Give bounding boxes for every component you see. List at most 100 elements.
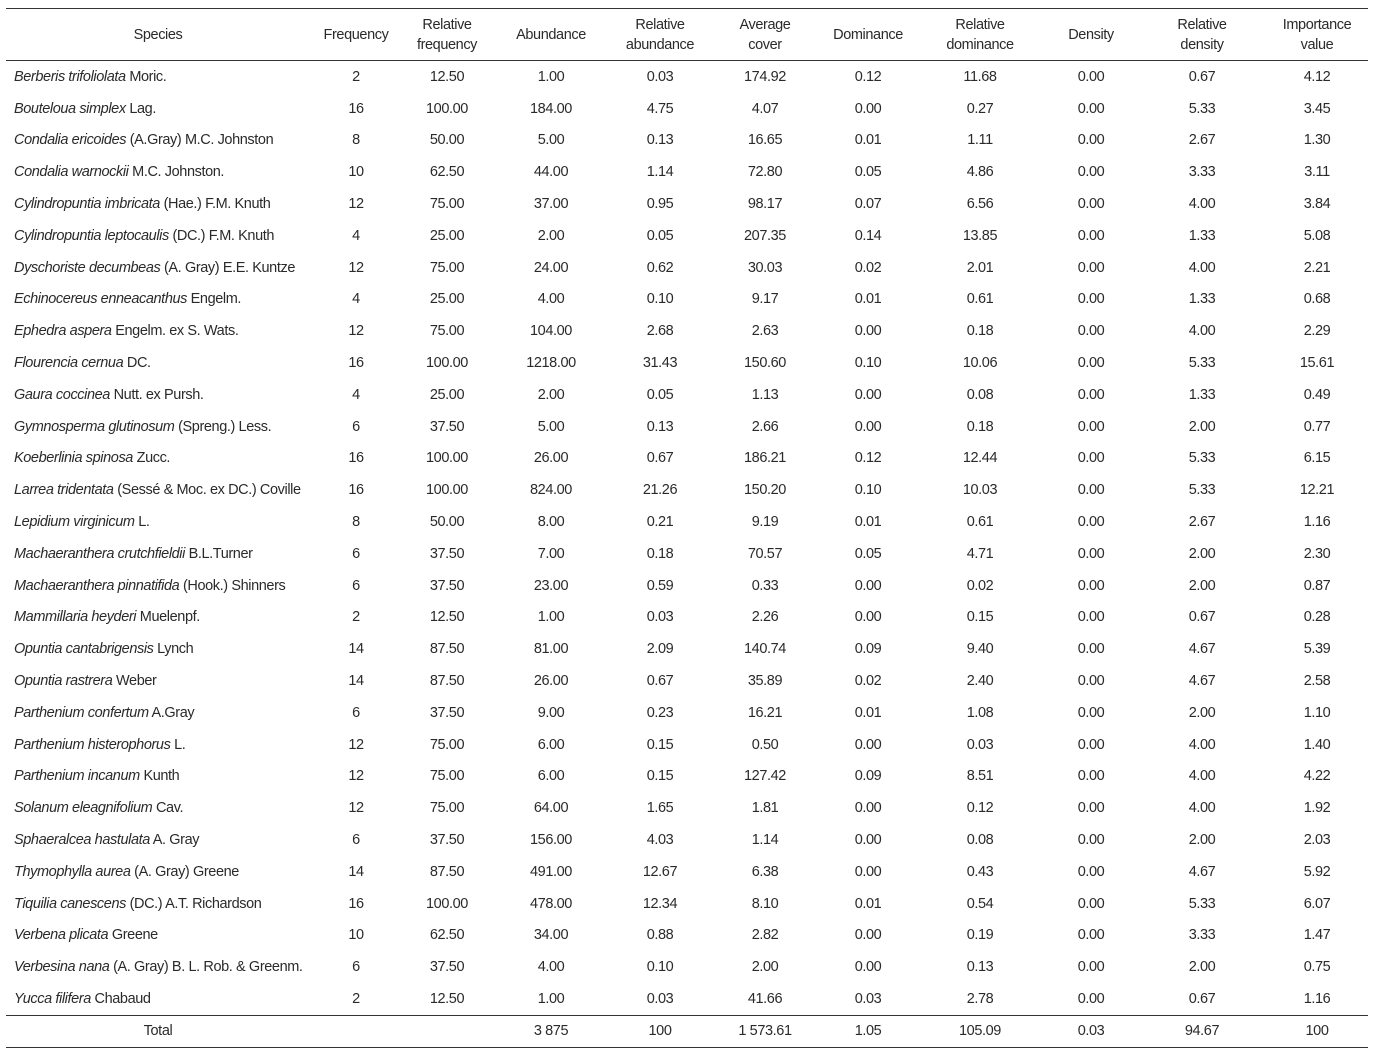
value-cell: 2.68	[646, 323, 674, 340]
value-cell: 6	[352, 577, 360, 594]
value-cell: 26.00	[533, 673, 569, 690]
value-cell: 478.00	[530, 895, 572, 912]
value-cell: 0.00	[1077, 323, 1105, 340]
value-cell: 41.66	[747, 991, 783, 1007]
value-cell: 2.00	[537, 386, 565, 403]
value-cell: 9.40	[966, 641, 994, 658]
value-cell: 0.02	[854, 259, 882, 276]
value-cell: 0.05	[646, 227, 674, 244]
species-authority: Kunth	[143, 768, 180, 785]
species-name: Lepidium virginicum	[14, 514, 135, 531]
value-cell: 0.67	[1188, 68, 1216, 85]
value-cell: 0.12	[854, 450, 882, 467]
total-value: 94.67	[1138, 1014, 1266, 1048]
species-name: Bouteloua simplex	[14, 100, 126, 117]
value-cell: 44.00	[533, 164, 569, 181]
header-text: Species	[133, 26, 183, 43]
value-cell: 6.15	[1303, 450, 1331, 467]
value-cell: 0.00	[1077, 386, 1105, 403]
value-cell: 0.00	[1077, 355, 1105, 372]
species-authority: (Hook.) Shinners	[182, 577, 286, 594]
table-row: Parthenium confertum A.Gray 6 37.50 9.00 0.2…	[6, 697, 1368, 729]
value-cell: 0.00	[1077, 132, 1105, 149]
value-cell: 0.67	[646, 673, 674, 690]
value-cell: 6	[352, 832, 360, 849]
value-cell: 3.33	[1188, 927, 1216, 944]
species-authority: L.	[174, 736, 186, 753]
value-cell: 6.00	[537, 736, 565, 753]
value-cell: 0.00	[1077, 196, 1105, 213]
value-cell: 2.58	[1303, 673, 1331, 690]
value-cell: 1.00	[537, 609, 565, 626]
value-cell: 100.00	[426, 100, 468, 117]
value-cell: 1.16	[1303, 514, 1331, 531]
value-cell: 5.00	[537, 132, 565, 149]
value-cell: 0.00	[1077, 863, 1105, 880]
value-cell: 2	[352, 991, 360, 1007]
value-cell: 30.03	[747, 259, 783, 276]
value-cell: 8	[352, 514, 360, 531]
value-cell: 0.12	[854, 68, 882, 85]
value-cell: 0.00	[854, 959, 882, 976]
total-label: Total	[6, 1014, 310, 1048]
value-cell: 12.67	[642, 863, 678, 880]
value-cell: 0.00	[1077, 577, 1105, 594]
value-cell: 2.40	[966, 673, 994, 690]
value-cell: 0.59	[646, 577, 674, 594]
value-cell: 8.51	[966, 768, 994, 785]
value-cell: 0.23	[646, 704, 674, 721]
species-cell: Machaeranthera crutchfieldii B.L.Turner	[6, 538, 310, 570]
table-row: Sphaeralcea hastulata A. Gray 6 37.50 156.0…	[6, 824, 1368, 856]
header-row: Species Frequency Relative frequency Abunda…	[6, 8, 1368, 61]
value-cell: 100.00	[426, 355, 468, 372]
value-cell: 4.00	[1188, 196, 1216, 213]
value-cell: 24.00	[533, 259, 569, 276]
value-cell: 2.67	[1188, 132, 1216, 149]
table-row: Bouteloua simplex Lag. 16 100.00 184.00 4.75…	[6, 93, 1368, 125]
value-cell: 156.00	[530, 832, 572, 849]
value-cell: 2.82	[751, 927, 779, 944]
value-cell: 1.10	[1303, 704, 1331, 721]
value-cell: 2.00	[1188, 959, 1216, 976]
value-cell: 87.50	[429, 673, 465, 690]
value-cell: 12.50	[429, 609, 465, 626]
column-header: Relative abundance	[610, 8, 710, 61]
value-cell: 1.14	[751, 832, 779, 849]
species-authority: Weber	[116, 673, 157, 690]
value-cell: 0.67	[1188, 991, 1216, 1007]
value-cell: 127.42	[744, 768, 786, 785]
value-cell: 75.00	[429, 323, 465, 340]
value-cell: 0.05	[646, 386, 674, 403]
species-name: Condalia warnockii	[14, 164, 129, 181]
value-cell: 62.50	[429, 927, 465, 944]
value-cell: 0.33	[751, 577, 779, 594]
value-cell: 2.03	[1303, 832, 1331, 849]
species-authority: (DC.) A.T. Richardson	[129, 895, 262, 912]
value-cell: 0.00	[1077, 545, 1105, 562]
value-cell: 75.00	[429, 259, 465, 276]
value-cell: 4.75	[646, 100, 674, 117]
value-cell: 174.92	[744, 68, 786, 85]
species-cell: Parthenium confertum A.Gray	[6, 697, 310, 729]
header-text: Relative density	[1177, 16, 1227, 53]
value-cell: 0.09	[854, 641, 882, 658]
column-header: Relative frequency	[402, 8, 492, 61]
value-cell: 37.50	[429, 704, 465, 721]
species-cell: Gaura coccinea Nutt. ex Pursh.	[6, 379, 310, 411]
value-cell: 0.00	[1077, 959, 1105, 976]
column-header: Abundance	[492, 8, 610, 61]
species-cell: Larrea tridentata (Sessé & Moc. ex DC.) …	[6, 474, 310, 506]
species-cell: Mammillaria heyderi Muelenpf.	[6, 602, 310, 634]
value-cell: 2.63	[751, 323, 779, 340]
species-cell: Machaeranthera pinnatifida (Hook.) Shinn…	[6, 570, 310, 602]
value-cell: 0.00	[1077, 927, 1105, 944]
value-cell: 4.07	[751, 100, 779, 117]
value-cell: 0.03	[854, 991, 882, 1007]
empty-cell	[402, 1014, 492, 1048]
species-cell: Lepidium virginicum L.	[6, 506, 310, 538]
value-cell: 0.10	[854, 482, 882, 499]
value-cell: 0.75	[1303, 959, 1331, 976]
value-cell: 12.34	[642, 895, 678, 912]
table-row: Lepidium virginicum L. 8 50.00 8.00 0.21 9.19…	[6, 506, 1368, 538]
value-cell: 10.03	[962, 482, 998, 499]
